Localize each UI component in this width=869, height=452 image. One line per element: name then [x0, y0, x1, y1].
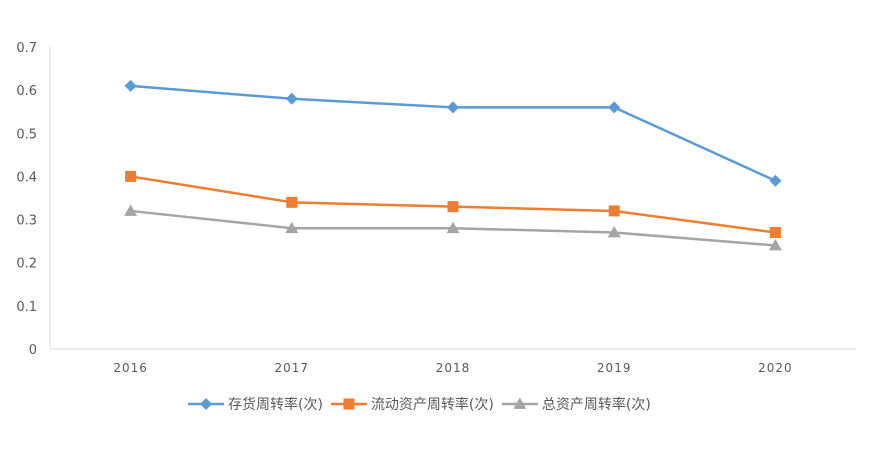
data-point: [447, 201, 459, 213]
y-tick-label: 0.5: [16, 127, 37, 142]
data-point: [446, 221, 460, 234]
data-point: [608, 205, 620, 217]
data-point: [769, 227, 781, 239]
legend-label: 流动资产周转率(次): [371, 396, 494, 413]
series-2: [125, 170, 781, 239]
x-tick-label: 2017: [275, 361, 310, 375]
series-1: [124, 79, 782, 187]
legend-label: 存货周转率(次): [228, 396, 323, 413]
x-tick-label: 2019: [597, 361, 632, 375]
x-tick-label: 2020: [758, 361, 793, 375]
legend[interactable]: 存货周转率(次) 流动资产周转率(次) 总资产周转率(次): [188, 396, 651, 413]
y-tick-label: 0.4: [16, 170, 37, 185]
legend-item[interactable]: 存货周转率(次): [188, 396, 323, 413]
data-point: [607, 226, 621, 238]
x-tick-label: 2016: [113, 361, 148, 375]
series-3: [124, 204, 782, 251]
series-layer: [124, 79, 782, 251]
legend-marker: [200, 398, 212, 410]
y-tick-label: 0.6: [16, 84, 37, 99]
legend-label: 总资产周转率(次): [542, 396, 651, 413]
data-point: [285, 92, 298, 105]
legend-marker: [513, 397, 527, 409]
y-axis: 0 0.1 0.2 0.3 0.4 0.5 0.6 0.7: [16, 41, 51, 358]
y-tick-label: 0.1: [16, 300, 37, 315]
y-tick-label: 0.3: [16, 214, 37, 229]
legend-item[interactable]: 总资产周转率(次): [501, 396, 651, 413]
data-point: [285, 221, 299, 234]
x-axis: 2016 2017 2018 2019 2020: [50, 348, 856, 375]
data-point: [608, 101, 621, 114]
data-point: [286, 196, 298, 208]
data-point: [124, 204, 138, 216]
series-line: [130, 84, 776, 182]
legend-item[interactable]: 流动资产周转率(次): [330, 396, 494, 413]
data-point: [768, 238, 782, 251]
legend-marker: [343, 398, 355, 410]
data-point: [124, 79, 137, 92]
y-tick-label: 0.2: [16, 257, 37, 272]
data-point: [769, 174, 782, 187]
x-tick-label: 2018: [436, 361, 471, 375]
y-tick-label: 0.7: [16, 41, 37, 56]
data-point: [125, 170, 137, 182]
data-point: [447, 101, 459, 114]
y-tick-label: 0: [29, 343, 37, 358]
